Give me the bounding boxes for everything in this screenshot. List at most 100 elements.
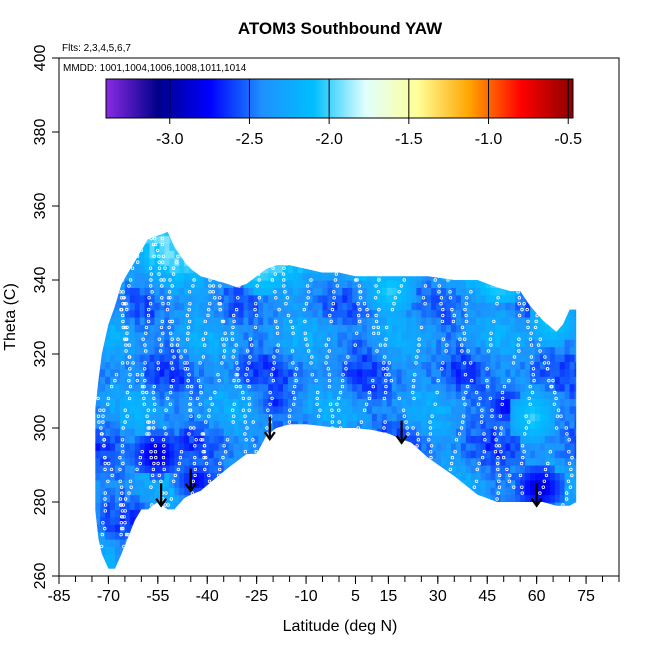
field-cell bbox=[258, 383, 264, 392]
field-cell bbox=[470, 457, 477, 466]
field-cell bbox=[268, 280, 274, 288]
field-cell bbox=[510, 502, 516, 510]
field-cell bbox=[451, 309, 457, 318]
field-cell bbox=[278, 361, 284, 370]
field-cell bbox=[520, 243, 526, 251]
field-cell bbox=[485, 487, 492, 496]
field-cell bbox=[268, 569, 274, 577]
field-cell bbox=[460, 287, 467, 296]
field-cell bbox=[233, 502, 240, 510]
field-cell bbox=[554, 272, 561, 281]
field-cell bbox=[100, 221, 106, 229]
field-cell bbox=[381, 420, 388, 429]
field-cell bbox=[505, 428, 511, 436]
field-cell bbox=[515, 376, 521, 385]
field-cell bbox=[406, 250, 412, 259]
field-cell bbox=[451, 257, 457, 266]
field-cell bbox=[376, 309, 383, 318]
field-cell bbox=[208, 331, 215, 340]
field-cell bbox=[134, 368, 141, 377]
field-cell bbox=[530, 368, 536, 377]
field-cell bbox=[213, 287, 220, 296]
field-cell bbox=[100, 331, 106, 340]
field-cell bbox=[455, 561, 462, 569]
field-cell bbox=[535, 257, 541, 266]
field-cell bbox=[105, 287, 111, 296]
field-cell bbox=[268, 428, 274, 436]
field-cell bbox=[179, 287, 185, 296]
field-cell bbox=[426, 287, 432, 296]
field-cell bbox=[248, 243, 254, 251]
field-cell bbox=[139, 457, 146, 466]
field-cell bbox=[199, 309, 205, 318]
field-cell bbox=[312, 420, 319, 429]
field-cell bbox=[525, 317, 531, 325]
field-cell bbox=[406, 472, 412, 481]
field-cell bbox=[451, 368, 457, 377]
field-cell bbox=[218, 376, 225, 385]
field-cell bbox=[559, 472, 566, 481]
field-cell bbox=[154, 457, 160, 466]
field-cell bbox=[273, 339, 279, 348]
field-cell bbox=[446, 235, 452, 244]
field-cell bbox=[470, 391, 477, 399]
field-cell bbox=[530, 487, 536, 496]
field-cell bbox=[110, 294, 116, 303]
field-cell bbox=[287, 272, 294, 281]
field-cell bbox=[510, 420, 516, 429]
field-cell bbox=[451, 346, 457, 355]
field-cell bbox=[401, 339, 408, 348]
field-cell bbox=[115, 324, 121, 333]
field-cell bbox=[307, 376, 314, 385]
field-cell bbox=[376, 465, 383, 473]
field-cell bbox=[559, 339, 566, 348]
field-cell bbox=[539, 502, 546, 510]
field-cell bbox=[535, 376, 541, 385]
field-cell bbox=[189, 361, 195, 370]
field-cell bbox=[362, 569, 368, 577]
field-cell bbox=[391, 354, 398, 362]
field-cell bbox=[164, 479, 170, 488]
field-cell bbox=[243, 265, 249, 274]
field-cell bbox=[451, 465, 457, 473]
field-cell bbox=[110, 339, 116, 348]
field-cell bbox=[327, 339, 333, 348]
field-cell bbox=[485, 420, 492, 429]
field-cell bbox=[332, 324, 338, 333]
field-cell bbox=[199, 354, 205, 362]
field-cell bbox=[470, 265, 477, 274]
field-cell bbox=[238, 302, 244, 311]
field-cell bbox=[367, 413, 373, 422]
field-cell bbox=[396, 250, 403, 259]
field-cell bbox=[342, 413, 348, 422]
field-cell bbox=[510, 561, 516, 569]
field-cell bbox=[347, 509, 353, 518]
field-cell bbox=[470, 280, 477, 288]
field-cell bbox=[475, 346, 482, 355]
field-cell bbox=[475, 531, 482, 540]
field-cell bbox=[397, 221, 403, 229]
field-cell bbox=[144, 428, 151, 436]
field-cell bbox=[505, 287, 511, 296]
sample-point bbox=[141, 337, 145, 341]
field-cell bbox=[149, 509, 156, 518]
field-cell bbox=[312, 265, 319, 274]
field-cell bbox=[233, 294, 240, 303]
field-cell bbox=[253, 539, 259, 547]
field-cell bbox=[421, 398, 427, 407]
field-cell bbox=[213, 294, 220, 303]
field-cell bbox=[268, 309, 274, 318]
field-cell bbox=[278, 539, 284, 547]
field-cell bbox=[381, 531, 388, 540]
field-cell bbox=[357, 346, 363, 355]
field-cell bbox=[515, 561, 521, 569]
field-cell bbox=[371, 487, 378, 496]
field-cell bbox=[530, 539, 536, 547]
field-cell bbox=[460, 516, 467, 525]
field-cell bbox=[313, 221, 319, 229]
field-cell bbox=[302, 250, 309, 259]
field-cell bbox=[470, 516, 477, 525]
sample-point bbox=[151, 420, 156, 424]
field-cell bbox=[554, 294, 561, 303]
field-cell bbox=[218, 435, 225, 444]
